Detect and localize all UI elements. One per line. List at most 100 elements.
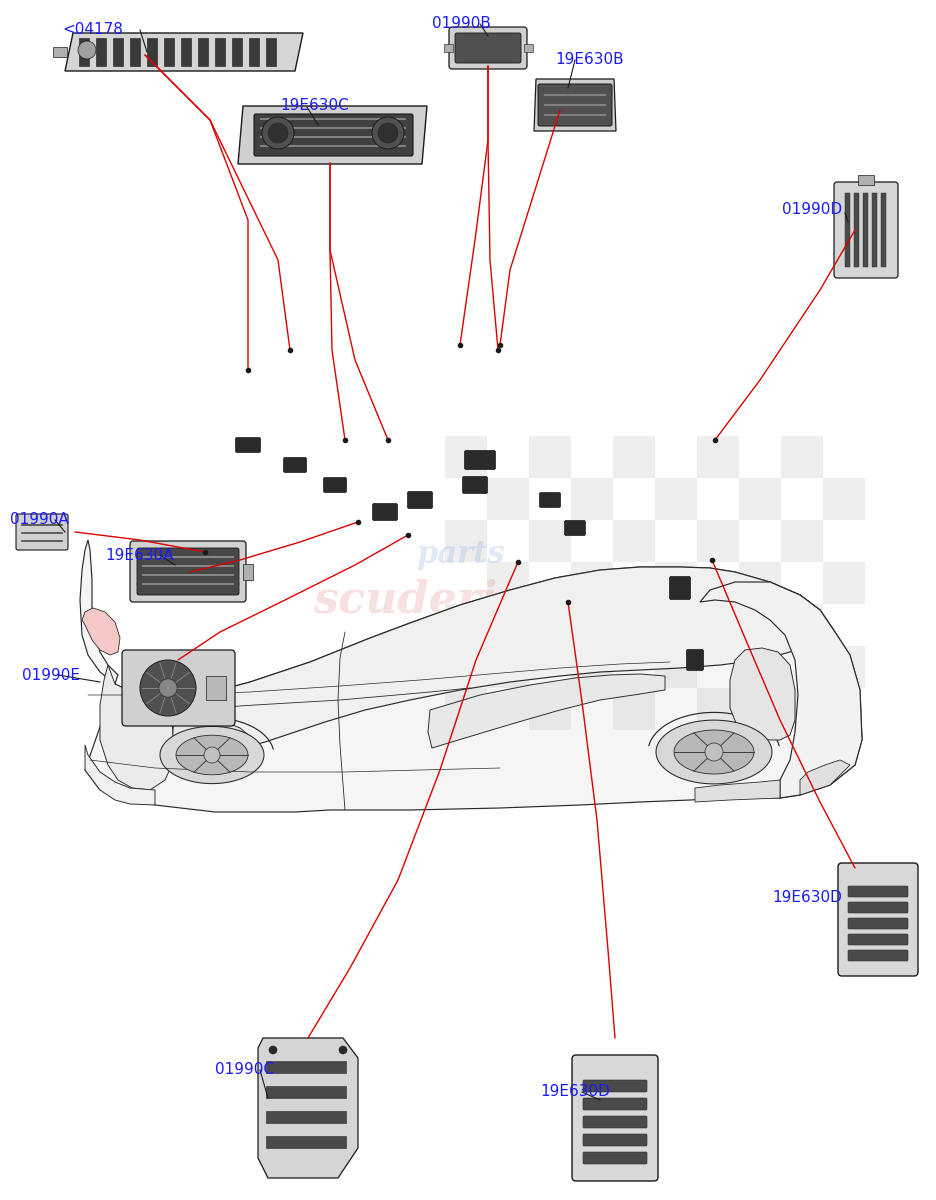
Bar (487, 646, 529, 688)
Polygon shape (534, 79, 616, 131)
Bar (487, 562, 529, 604)
Bar (206, 676, 226, 700)
Polygon shape (674, 730, 754, 774)
FancyBboxPatch shape (834, 182, 898, 278)
FancyBboxPatch shape (848, 950, 908, 961)
Bar (881, 193, 886, 266)
Text: 01990E: 01990E (22, 667, 80, 683)
FancyBboxPatch shape (373, 504, 398, 521)
Bar (781, 520, 823, 562)
Bar (444, 44, 453, 52)
FancyBboxPatch shape (583, 1080, 647, 1092)
Bar (147, 38, 157, 66)
FancyBboxPatch shape (137, 548, 239, 595)
Circle shape (140, 660, 196, 716)
Bar (249, 38, 259, 66)
Polygon shape (656, 720, 772, 784)
Bar (232, 38, 242, 66)
Bar (571, 646, 613, 688)
Bar (243, 564, 253, 580)
Circle shape (372, 116, 404, 149)
Bar (445, 688, 487, 730)
Bar (845, 193, 850, 266)
Circle shape (204, 746, 220, 763)
FancyBboxPatch shape (130, 541, 246, 602)
Text: 19E630C: 19E630C (280, 97, 349, 113)
Bar (524, 44, 533, 52)
Text: 01990C: 01990C (215, 1062, 274, 1078)
Bar (697, 520, 739, 562)
Bar (445, 520, 487, 562)
Text: 19E630B: 19E630B (555, 53, 623, 67)
Circle shape (78, 41, 96, 59)
FancyBboxPatch shape (572, 1055, 658, 1181)
Circle shape (262, 116, 294, 149)
FancyBboxPatch shape (838, 863, 918, 976)
FancyBboxPatch shape (462, 476, 488, 493)
Bar (781, 604, 823, 646)
FancyBboxPatch shape (324, 478, 346, 492)
Bar (739, 562, 781, 604)
FancyBboxPatch shape (583, 1116, 647, 1128)
Text: 01990B: 01990B (432, 17, 490, 31)
Bar (266, 1111, 346, 1123)
Bar (529, 688, 571, 730)
Bar (571, 562, 613, 604)
Bar (198, 38, 208, 66)
Circle shape (268, 122, 288, 143)
Bar (863, 193, 868, 266)
Bar (487, 478, 529, 520)
Bar (739, 646, 781, 688)
Polygon shape (160, 726, 264, 784)
Circle shape (269, 1046, 277, 1054)
Bar (266, 1086, 346, 1098)
FancyBboxPatch shape (583, 1152, 647, 1164)
Bar (266, 38, 276, 66)
Circle shape (705, 743, 723, 761)
Bar (266, 1061, 346, 1073)
FancyBboxPatch shape (848, 934, 908, 946)
Polygon shape (258, 1038, 358, 1178)
Bar (854, 193, 859, 266)
Bar (655, 562, 697, 604)
Polygon shape (173, 710, 255, 768)
FancyBboxPatch shape (538, 84, 612, 126)
Bar (215, 38, 225, 66)
FancyBboxPatch shape (848, 902, 908, 913)
Polygon shape (170, 566, 835, 758)
Bar (613, 520, 655, 562)
Text: parts: parts (416, 540, 505, 570)
FancyBboxPatch shape (284, 457, 306, 473)
FancyBboxPatch shape (669, 576, 691, 600)
Bar (445, 604, 487, 646)
Bar (655, 478, 697, 520)
Bar (613, 604, 655, 646)
Text: 01990D: 01990D (782, 203, 842, 217)
Bar (697, 436, 739, 478)
FancyBboxPatch shape (564, 521, 586, 535)
FancyBboxPatch shape (848, 918, 908, 929)
FancyBboxPatch shape (16, 514, 68, 550)
FancyBboxPatch shape (583, 1134, 647, 1146)
Bar (858, 175, 874, 185)
Polygon shape (700, 582, 862, 798)
Polygon shape (80, 540, 862, 812)
Text: 19E630D: 19E630D (772, 890, 841, 906)
Polygon shape (100, 665, 175, 790)
Bar (164, 38, 174, 66)
Bar (529, 436, 571, 478)
Bar (823, 646, 865, 688)
Polygon shape (238, 106, 427, 164)
Circle shape (339, 1046, 347, 1054)
Bar (181, 38, 191, 66)
Text: 19E630A: 19E630A (105, 547, 173, 563)
Bar (823, 562, 865, 604)
Circle shape (159, 679, 177, 697)
Bar (79, 38, 89, 66)
Text: scuderia: scuderia (314, 578, 527, 622)
FancyBboxPatch shape (407, 492, 432, 509)
Bar (781, 688, 823, 730)
Bar (697, 604, 739, 646)
FancyBboxPatch shape (449, 26, 527, 68)
Bar (613, 688, 655, 730)
